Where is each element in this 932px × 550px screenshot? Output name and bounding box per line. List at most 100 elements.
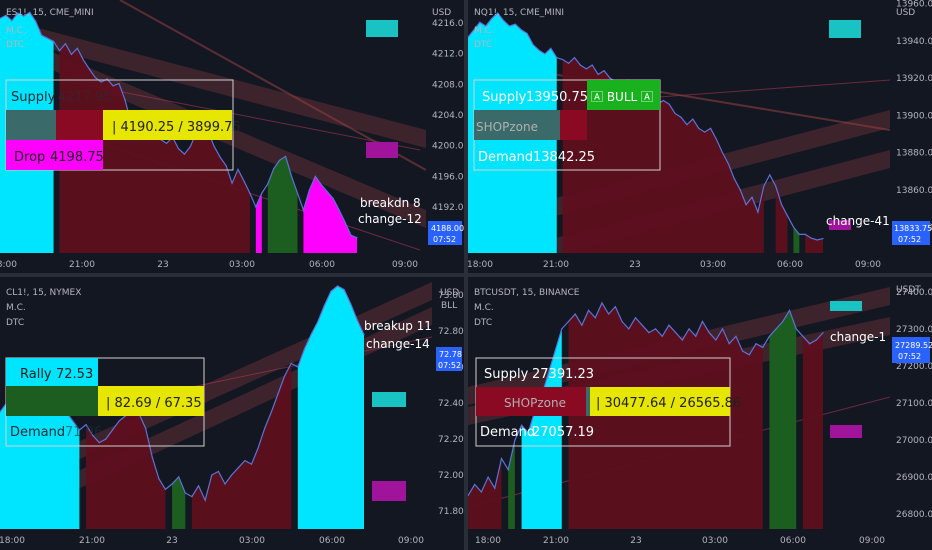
indicator-dtc-label[interactable]: DTC: [474, 40, 492, 50]
chart-nq[interactable]: 13960.00 13940.00 13920.00 13900.00 13880.00…: [468, 0, 932, 273]
data-point: [597, 73, 599, 76]
indicator-mc-label[interactable]: M.C.: [474, 26, 494, 36]
x-tick-label: 06:00: [780, 536, 806, 546]
area-segment: [59, 43, 250, 253]
bull-badge: 🄰 BULL 🄰: [591, 90, 653, 104]
price-tag-value: 72.78: [439, 350, 462, 359]
data-point: [763, 185, 765, 187]
data-point: [204, 499, 206, 501]
data-point: [822, 332, 824, 334]
y-tick-label: 13920.00: [896, 74, 932, 84]
data-point: [692, 118, 694, 120]
data-point: [350, 234, 352, 236]
price-tag-value: 13833.75: [894, 224, 932, 233]
data-point: [261, 192, 263, 194]
data-point: [273, 168, 275, 170]
data-point: [733, 177, 735, 180]
data-point: [485, 25, 487, 27]
x-tick-label: 09:00: [859, 536, 885, 546]
data-point: [562, 58, 564, 61]
data-point: [579, 64, 582, 66]
area-segment: [521, 328, 562, 529]
data-point: [183, 153, 186, 155]
chart-btc[interactable]: 27400.00 27300.00 27200.00 27100.00 27000.00…: [468, 277, 932, 550]
data-point: [538, 49, 540, 51]
demand-value: 71.96: [65, 425, 102, 440]
indicator-dtc-label[interactable]: DTC: [6, 318, 24, 328]
data-point: [70, 53, 72, 56]
data-point: [721, 151, 724, 154]
chart-es[interactable]: 4216.00 4212.00 4208.00 4204.00 4200.00 4196.…: [0, 0, 464, 273]
data-point: [487, 476, 489, 478]
data-point: [317, 321, 319, 323]
data-point: [124, 99, 126, 101]
signal-marker-magenta: [372, 481, 406, 501]
indicator-dtc-label[interactable]: DTC: [474, 318, 492, 328]
panel-separator-horizontal[interactable]: [0, 273, 932, 277]
data-point: [480, 491, 482, 493]
data-point: [264, 427, 266, 429]
data-point: [231, 182, 233, 184]
data-point: [526, 32, 528, 35]
annotation-change: change-12: [358, 212, 422, 226]
price-tag-value: 27289.52: [895, 341, 932, 350]
y-tick-label: 4216.00: [432, 19, 464, 29]
indicator-mc-label[interactable]: M.C.: [474, 303, 494, 313]
indicator-mc-label[interactable]: M.C.: [6, 303, 26, 313]
price-tag: [892, 337, 930, 363]
y-tick-label: 4196.00: [432, 172, 464, 182]
y-tick-label: 4192.00: [432, 203, 464, 213]
area-segment: [172, 476, 186, 529]
data-point: [213, 145, 215, 148]
symbol-label[interactable]: BTCUSDT, 15, BINANCE: [474, 288, 580, 298]
indicator-mc-label[interactable]: M.C.: [6, 26, 26, 36]
data-point: [92, 434, 94, 436]
y-tick-label: 72.20: [438, 435, 464, 445]
x-tick-label: 03:00: [239, 536, 265, 546]
data-point: [41, 34, 43, 36]
data-point: [520, 424, 523, 426]
range-value: | 4190.25 / 3899.75: [112, 120, 241, 135]
chart-panel-btc[interactable]: 27400.00 27300.00 27200.00 27100.00 27000.00…: [468, 277, 932, 550]
area-segment: [86, 410, 166, 529]
area-segment: [0, 379, 80, 529]
chart-panel-es[interactable]: 4216.00 4212.00 4208.00 4204.00 4200.00 4196.…: [0, 0, 464, 273]
data-point: [695, 335, 697, 337]
indicator-dtc-label[interactable]: DTC: [6, 40, 24, 50]
data-point: [701, 320, 704, 323]
data-point: [326, 191, 328, 193]
data-point: [52, 40, 55, 43]
data-point: [285, 155, 287, 157]
data-point: [641, 324, 643, 326]
symbol-label[interactable]: CL1!, 15, NYMEX: [6, 288, 81, 298]
data-point: [11, 20, 13, 22]
data-point: [47, 37, 49, 39]
symbol-label[interactable]: NQ1!, 15, CME_MINI: [474, 8, 564, 18]
data-point: [23, 15, 25, 17]
data-point: [363, 334, 365, 336]
symbol-label[interactable]: ES1!, 15, CME_MINI: [6, 8, 94, 18]
data-point: [323, 305, 325, 307]
data-point: [296, 192, 299, 194]
chart-cl[interactable]: 73.0072.8072.6072.4072.2072.0071.8018:00…: [0, 277, 464, 550]
data-point: [189, 145, 191, 148]
data-point: [608, 313, 610, 315]
annotation-breakdown: breakdn 8: [360, 196, 421, 210]
data-point: [686, 124, 688, 126]
chart-panel-nq[interactable]: 13960.00 13940.00 13920.00 13900.00 13880.00…: [468, 0, 932, 273]
data-point: [98, 442, 100, 444]
drop-label: Drop: [14, 150, 45, 165]
x-tick-label: 18:00: [0, 260, 17, 270]
chart-panel-cl[interactable]: 73.0072.8072.6072.4072.2072.0071.8018:00…: [0, 277, 464, 550]
y-tick-label: 71.80: [438, 507, 464, 517]
data-point: [585, 68, 587, 70]
data-point: [745, 204, 747, 206]
y-tick-label: 72.80: [438, 327, 464, 337]
data-point: [742, 350, 744, 352]
y-tick-label: 13860.00: [896, 186, 932, 196]
data-point: [507, 469, 509, 471]
data-point: [751, 196, 753, 198]
data-point: [76, 47, 78, 49]
data-point: [792, 226, 795, 228]
y-tick-label: 26800.00: [896, 510, 932, 520]
